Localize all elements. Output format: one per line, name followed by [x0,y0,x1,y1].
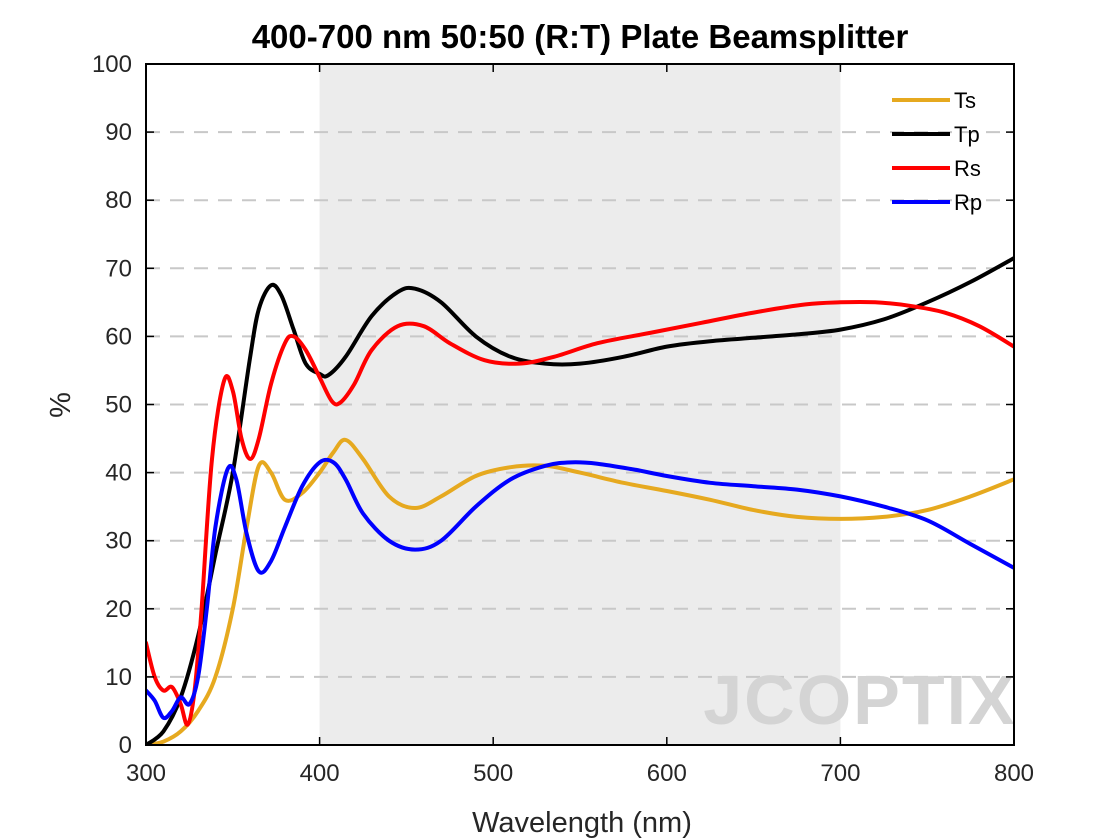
x-axis-label: Wavelength (nm) [472,807,692,839]
chart-title: 400-700 nm 50:50 (R:T) Plate Beamsplitte… [252,18,909,55]
x-tick-label: 400 [300,760,340,787]
series-line-ts [146,437,1014,745]
legend: Ts Tp Rs Rp [892,88,982,215]
watermark: JCOPTIX [703,661,1017,739]
y-tick-label: 100 [92,51,132,78]
series-group [146,256,1014,745]
y-tick-label: 50 [105,392,132,419]
gridlines [146,131,1014,678]
x-tick-label: 500 [473,760,513,787]
watermark-text: JCOPTIX [703,661,1017,739]
y-tick-label: 90 [105,119,132,146]
x-tick-label: 800 [994,760,1034,787]
legend-label-ts: Ts [954,88,976,113]
legend-label-rs: Rs [954,156,981,181]
x-tick-label: 600 [647,760,687,787]
y-tick-label: 40 [105,460,132,487]
y-tick-label: 10 [105,664,132,691]
legend-label-tp: Tp [954,122,980,147]
y-tick-label: 30 [105,528,132,555]
series-line-rp [146,457,1014,721]
y-axis-label: % [45,392,77,418]
x-tick-label: 700 [820,760,860,787]
legend-label-rp: Rp [954,190,982,215]
y-tick-label: 60 [105,323,132,350]
y-tick-label: 0 [119,732,132,759]
x-tick-label: 300 [126,760,166,787]
series-line-rs [146,300,1014,727]
y-tick-label: 20 [105,596,132,623]
y-tick-label: 80 [105,187,132,214]
y-tick-label: 70 [105,255,132,282]
axis-ticks: 300 400 500 600 700 800 0 10 20 30 40 50 60 70 80 90 100 [92,51,1034,787]
